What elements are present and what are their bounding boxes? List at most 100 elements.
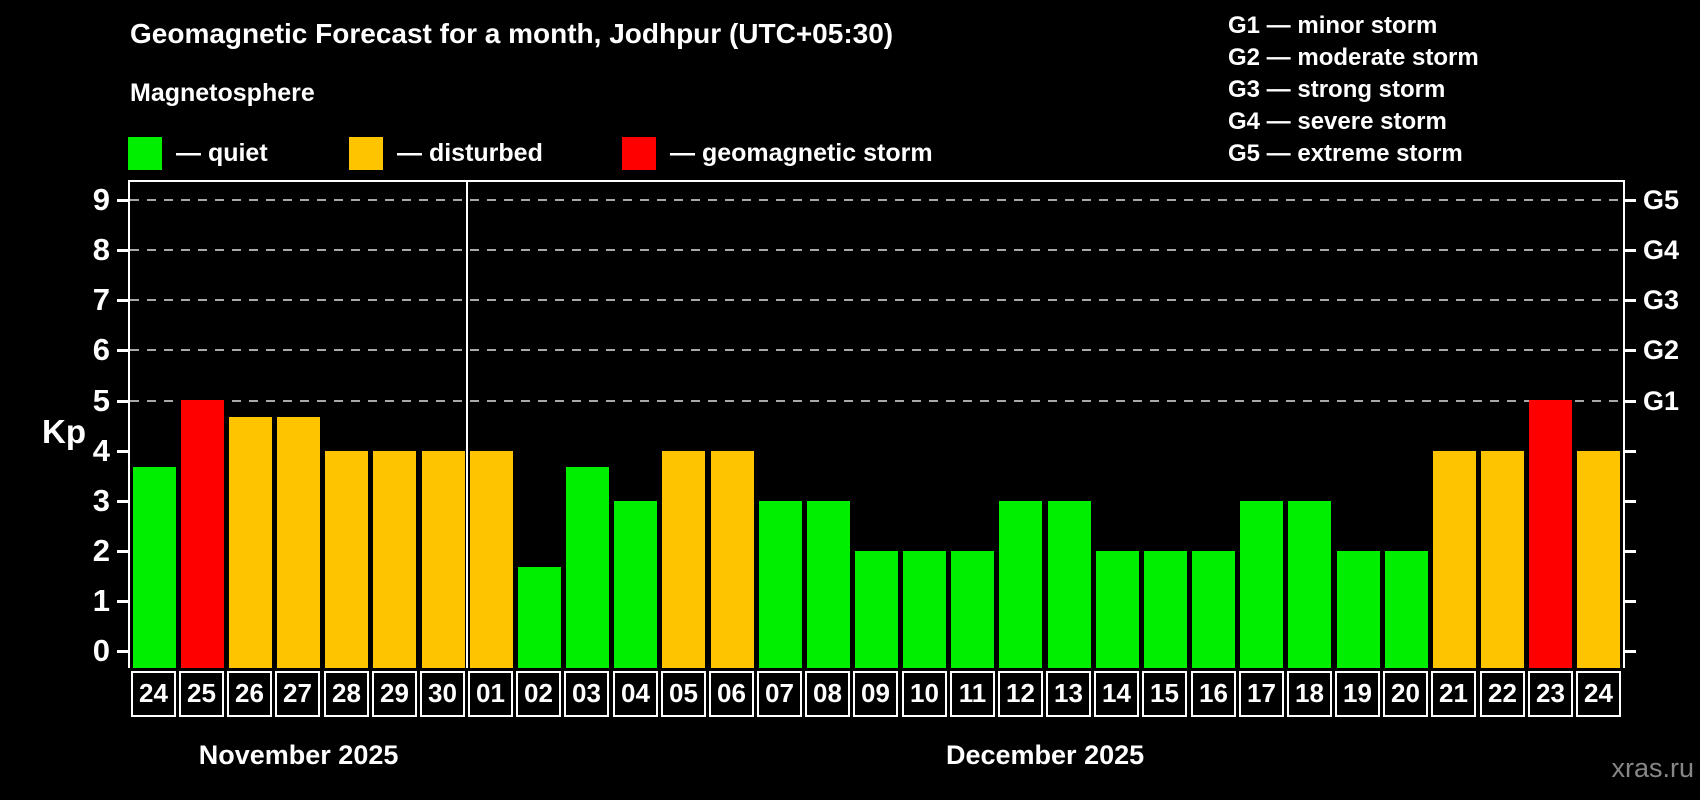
kp-bar-day-04 [614,501,657,668]
day-label-nov-25: 25 [179,671,224,717]
gridline-kp5 [130,399,1623,402]
legend-swatch-quiet [128,136,162,170]
kp-bar-day-22 [1481,451,1524,668]
legend-item-disturbed: — disturbed [349,136,543,170]
y-tick-left-3 [117,499,130,503]
y-tick-right-0 [1623,650,1636,653]
kp-bar-day-24 [1577,451,1620,668]
right-axis-label-G4: G4 [1643,235,1680,266]
day-label-dec-24: 24 [1576,671,1621,717]
day-label-dec-12: 12 [998,671,1043,717]
day-label-dec-10: 10 [902,671,947,717]
day-label-dec-04: 04 [613,671,658,717]
kp-bar-day-29 [373,451,416,668]
g-legend-item-5: G5 — extreme storm [1228,140,1463,167]
kp-bar-day-24 [133,467,176,668]
day-label-nov-29: 29 [372,671,417,717]
y-tick-right-4 [1623,449,1636,453]
y-tick-left-4 [117,449,130,453]
kp-bar-day-23 [1529,400,1572,668]
kp-bar-day-18 [1288,501,1331,668]
legend-swatch-disturbed [349,136,383,170]
day-label-dec-08: 08 [805,671,850,717]
chart-subtitle: Magnetosphere [130,79,315,107]
day-label-dec-02: 02 [516,671,561,717]
day-label-dec-22: 22 [1480,671,1525,717]
kp-bar-day-10 [903,551,946,668]
day-label-dec-17: 17 [1239,671,1284,717]
page-title: Geomagnetic Forecast for a month, Jodhpu… [130,18,894,49]
legend-label-storm: — geomagnetic storm [670,138,933,167]
kp-bar-day-12 [999,501,1042,668]
y-tick-right-3 [1623,499,1636,503]
kp-bar-day-20 [1385,551,1428,668]
y-tick-label-7: 7 [92,282,110,318]
gridline-kp6 [130,349,1623,352]
gridline-kp8 [130,249,1623,252]
kp-bar-day-28 [325,451,368,668]
day-label-dec-18: 18 [1287,671,1332,717]
y-tick-left-7 [117,299,130,303]
y-tick-label-2: 2 [92,532,110,568]
kp-bar-day-13 [1048,501,1091,668]
kp-bar-day-21 [1433,451,1476,668]
day-label-nov-28: 28 [324,671,369,717]
day-label-dec-16: 16 [1191,671,1236,717]
kp-bar-day-27 [277,417,320,668]
month-label-november: November 2025 [198,740,399,770]
y-tick-left-2 [117,549,130,553]
legend-label-disturbed: — disturbed [397,138,543,167]
day-label-dec-01: 01 [468,671,513,717]
day-label-dec-11: 11 [950,671,995,717]
plot-area [128,180,1625,668]
day-label-dec-05: 05 [661,671,706,717]
kp-bar-day-03 [566,467,609,668]
day-label-dec-20: 20 [1383,671,1428,717]
g-legend-item-3: G3 — strong storm [1228,76,1446,103]
y-tick-label-4: 4 [92,432,110,468]
y-axis-title: Kp [42,413,86,450]
kp-bar-day-26 [229,417,272,668]
month-separator-line [466,182,468,668]
y-tick-label-5: 5 [92,382,110,418]
day-label-dec-15: 15 [1142,671,1187,717]
legend-swatch-storm [622,136,656,170]
kp-bar-day-30 [422,451,465,668]
y-tick-label-6: 6 [92,332,110,368]
day-label-dec-03: 03 [564,671,609,717]
y-tick-label-0: 0 [92,633,110,668]
y-tick-left-6 [117,349,130,353]
y-tick-left-9 [117,199,130,203]
y-tick-right-2 [1623,549,1636,553]
g-scale-legend: G1 — minor storm G2 — moderate storm G3 — … [1228,10,1479,170]
right-axis-label-G5: G5 [1643,185,1680,216]
kp-bar-day-16 [1192,551,1235,668]
day-label-dec-23: 23 [1528,671,1573,717]
y-tick-right-1 [1623,599,1636,603]
y-tick-right-7 [1623,299,1636,303]
y-tick-left-0 [117,650,130,653]
gridline-kp9 [130,199,1623,202]
y-tick-label-3: 3 [92,482,110,518]
day-label-dec-09: 09 [853,671,898,717]
g-legend-item-2: G2 — moderate storm [1228,44,1479,71]
right-axis-label-G2: G2 [1643,335,1680,366]
day-label-nov-27: 27 [275,671,320,717]
kp-bar-day-11 [951,551,994,668]
day-label-dec-19: 19 [1335,671,1380,717]
kp-bar-day-08 [807,501,850,668]
watermark: xras.ru [1611,753,1694,783]
day-label-nov-24: 24 [131,671,176,717]
kp-bar-day-01 [470,451,513,668]
day-label-nov-26: 26 [227,671,272,717]
y-tick-right-6 [1623,349,1636,353]
day-label-dec-14: 14 [1094,671,1139,717]
legend-label-quiet: — quiet [176,138,268,167]
legend-item-storm: — geomagnetic storm [622,136,933,170]
day-label-nov-30: 30 [420,671,465,717]
y-tick-left-1 [117,599,130,603]
day-label-dec-07: 07 [757,671,802,717]
y-tick-left-8 [117,249,130,253]
y-tick-right-8 [1623,249,1636,253]
